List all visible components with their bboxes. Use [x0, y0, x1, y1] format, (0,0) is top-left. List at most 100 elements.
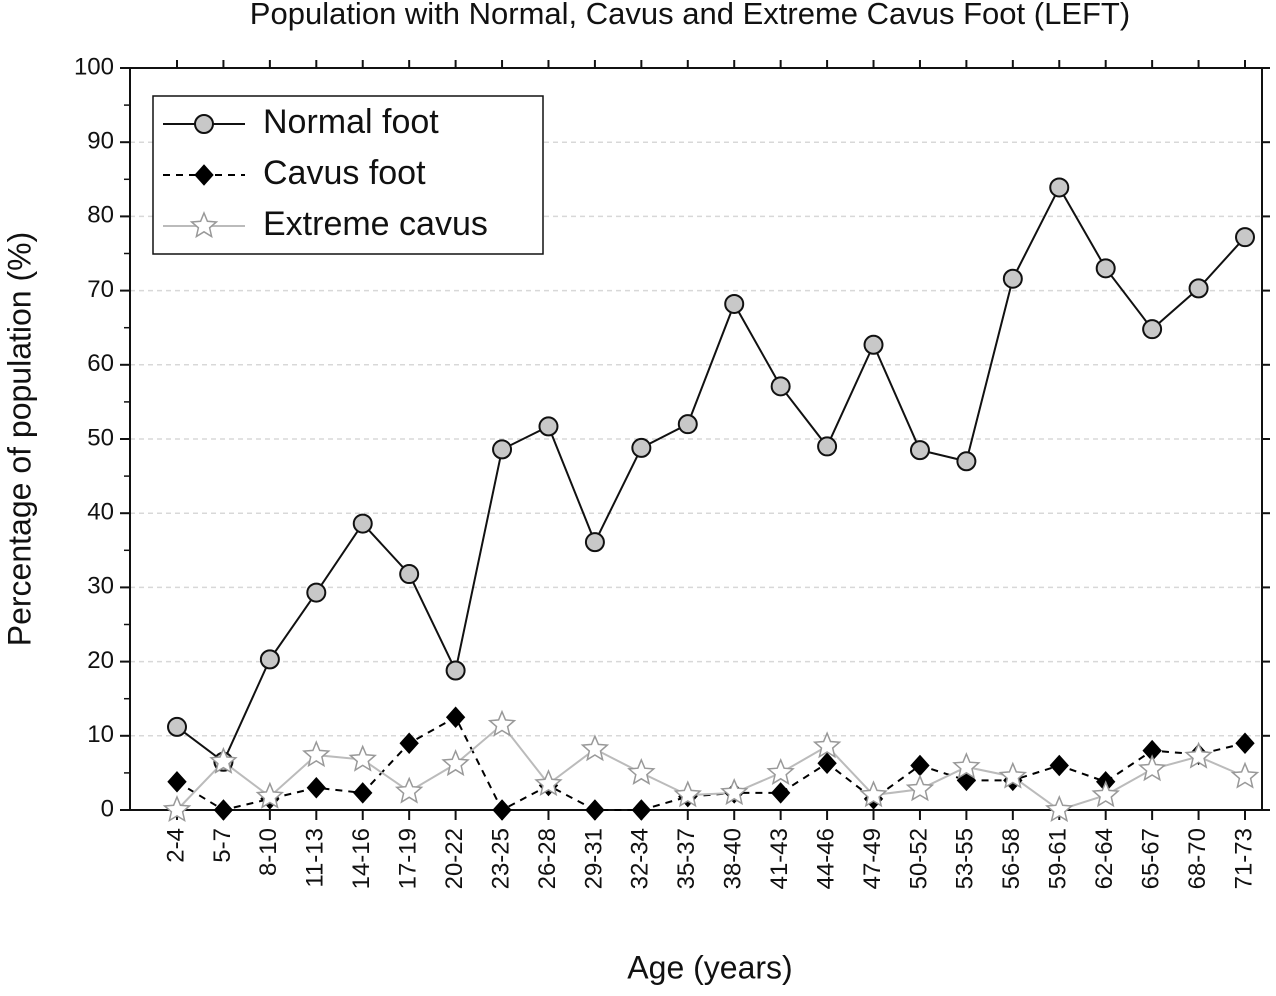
marker-circle — [956, 451, 977, 472]
y-tick-label: 70 — [87, 276, 114, 303]
marker-diamond — [817, 752, 837, 775]
y-tick-label: 90 — [87, 128, 114, 155]
marker-star — [348, 744, 377, 772]
marker-diamond — [1049, 754, 1069, 777]
marker-star — [441, 749, 470, 777]
marker-circle — [352, 513, 373, 534]
x-tick-label: 32-34 — [627, 828, 654, 889]
x-tick-label: 8-10 — [255, 828, 282, 876]
series-line — [176, 185, 1246, 764]
marker-circle — [584, 532, 605, 553]
marker-star — [189, 211, 219, 239]
marker-circle — [538, 416, 559, 437]
x-tick-label: 71-73 — [1230, 828, 1257, 889]
marker-circle — [631, 437, 652, 458]
x-tick-label: 65-67 — [1137, 828, 1164, 889]
marker-diamond — [1235, 732, 1255, 754]
x-axis-title: Age (years) — [627, 949, 792, 985]
series-line — [176, 715, 1246, 812]
marker-circle — [817, 436, 838, 457]
marker-star — [812, 731, 842, 759]
marker-circle — [770, 376, 791, 397]
marker-circle — [492, 439, 513, 460]
marker-circle — [1002, 268, 1023, 289]
marker-circle — [1049, 177, 1070, 198]
marker-diamond — [585, 799, 605, 821]
legend-label: Normal foot — [263, 103, 439, 141]
marker-star — [952, 752, 981, 780]
marker-diamond — [306, 776, 326, 799]
marker-diamond — [167, 771, 187, 793]
y-tick-label: 50 — [87, 424, 114, 451]
legend-label: Cavus foot — [263, 154, 426, 192]
marker-circle — [167, 716, 187, 737]
x-tick-label: 23-25 — [487, 828, 514, 889]
marker-star — [720, 777, 749, 806]
x-tick-label: 50-52 — [905, 828, 932, 889]
marker-star — [302, 740, 331, 768]
x-tick-label: 11-13 — [302, 828, 329, 888]
marker-diamond — [353, 782, 373, 804]
x-tick-label: 47-49 — [859, 828, 886, 889]
y-tick-label: 40 — [87, 499, 114, 526]
marker-circle — [677, 414, 698, 435]
x-tick-label: 17-19 — [395, 828, 422, 889]
x-tick-label: 56-58 — [998, 828, 1025, 889]
x-tick-label: 14-16 — [348, 828, 375, 889]
marker-diamond — [445, 706, 466, 728]
x-tick-label: 62-64 — [1091, 828, 1118, 889]
marker-circle — [306, 582, 327, 603]
marker-star — [580, 734, 610, 762]
y-tick-label: 100 — [74, 53, 114, 80]
x-tick-label: 44-46 — [812, 828, 839, 889]
marker-circle — [1095, 258, 1116, 279]
marker-circle — [259, 649, 280, 670]
marker-star — [162, 795, 192, 823]
x-tick-label: 41-43 — [766, 828, 793, 889]
y-axis-title: Percentage of population (%) — [1, 232, 37, 646]
marker-diamond — [770, 782, 791, 804]
marker-diamond — [631, 799, 652, 821]
x-tick-label: 53-55 — [952, 828, 979, 889]
x-tick-label: 20-22 — [441, 828, 468, 889]
plot-frame — [129, 67, 1263, 811]
marker-star — [1137, 754, 1167, 782]
x-tick-label: 26-28 — [534, 828, 561, 889]
marker-circle — [194, 114, 214, 134]
marker-star — [487, 709, 517, 737]
marker-circle — [1142, 319, 1163, 340]
marker-circle — [909, 440, 930, 461]
x-tick-label: 59-61 — [1045, 828, 1072, 889]
marker-star — [1045, 795, 1074, 823]
y-tick-label: 80 — [87, 202, 114, 229]
marker-star — [1184, 741, 1213, 769]
marker-star — [255, 781, 285, 809]
y-tick-label: 30 — [87, 573, 114, 600]
marker-diamond — [399, 732, 419, 754]
y-tick-label: 60 — [87, 350, 114, 377]
marker-circle — [445, 660, 466, 681]
x-tick-label: 2-4 — [162, 828, 189, 863]
marker-star — [766, 757, 795, 785]
marker-star — [905, 774, 935, 802]
chart-title: Population with Normal, Cavus and Extrem… — [250, 0, 1130, 31]
marker-diamond — [194, 164, 214, 186]
y-tick-label: 10 — [87, 721, 114, 748]
marker-star — [627, 757, 656, 785]
x-tick-label: 38-40 — [720, 828, 747, 889]
marker-star — [1091, 780, 1120, 808]
marker-star — [859, 780, 888, 808]
x-tick-label: 68-70 — [1184, 828, 1211, 889]
marker-star — [209, 746, 238, 774]
marker-circle — [863, 334, 884, 355]
marker-circle — [399, 564, 420, 585]
x-tick-label: 5-7 — [209, 828, 236, 863]
marker-star — [534, 769, 563, 797]
legend-label: Extreme cavus — [263, 205, 488, 243]
marker-star — [1230, 761, 1260, 789]
marker-star — [998, 761, 1028, 789]
marker-star — [673, 780, 702, 808]
marker-diamond — [213, 799, 234, 821]
